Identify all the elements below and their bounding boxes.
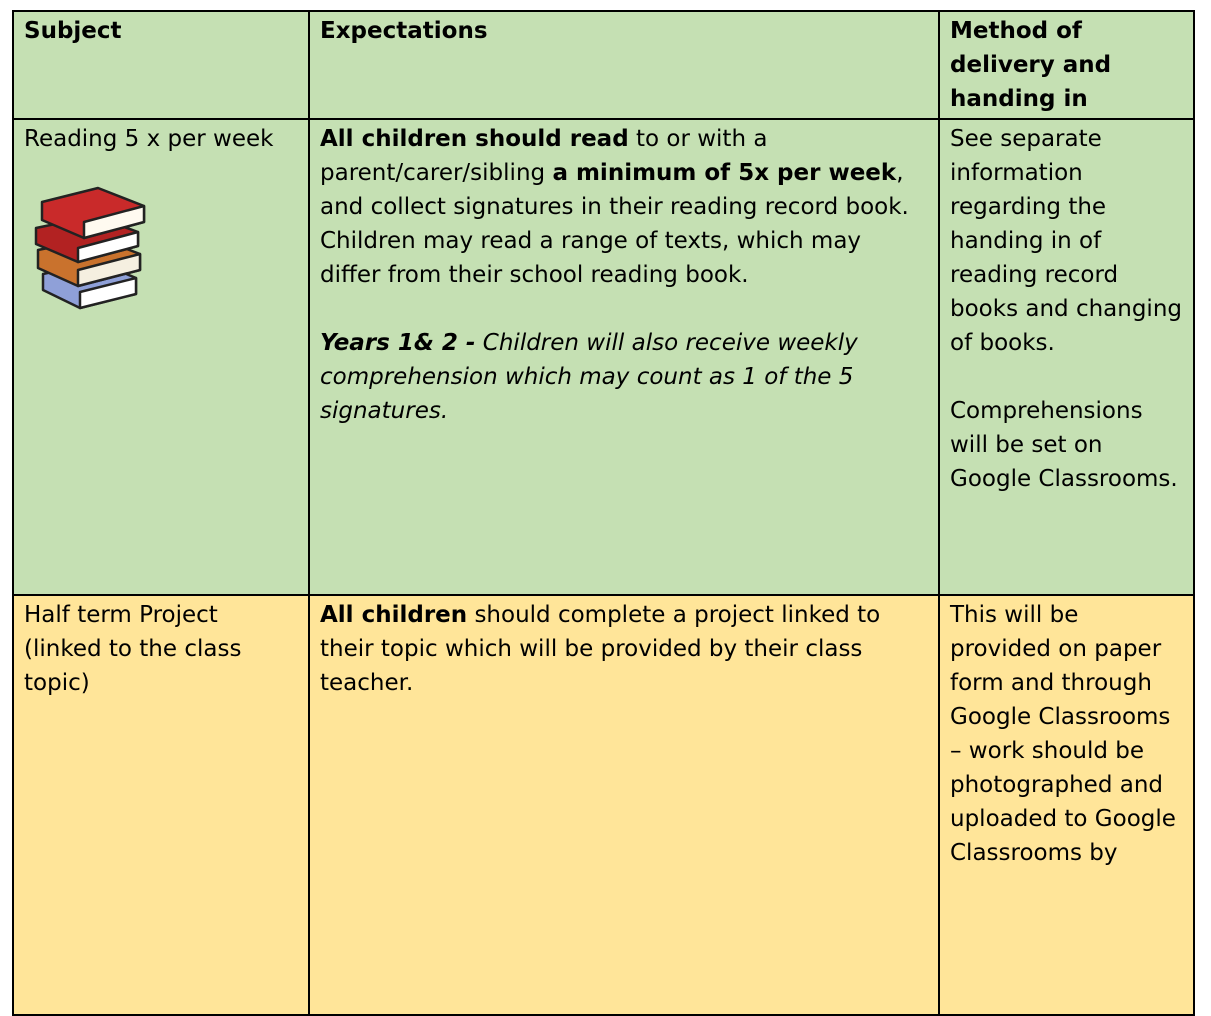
text-run: Comprehensions will be set on Google Cla… (950, 398, 1178, 492)
text-run: to or with a parent/carer/sibling (320, 126, 768, 186)
page: Subject Expectations Method of delivery … (12, 10, 1195, 1016)
table-row: Reading 5 x per week All children should… (12, 118, 1195, 596)
table-row: Half term Project (linked to the class t… (12, 594, 1195, 1016)
table-cell: Half term Project (linked to the class t… (12, 594, 310, 1016)
paragraph: Years 1& 2 - Children will also receive … (320, 326, 928, 428)
header-cell: Method of delivery and handing in (938, 10, 1195, 120)
paragraph: Reading 5 x per week (24, 122, 298, 156)
text-run: Children may read a range of texts, whic… (320, 228, 862, 288)
table-cell: Reading 5 x per week (12, 118, 310, 596)
text-run: Half term Project (linked to the class t… (24, 602, 242, 696)
table-cell: All children should read to or with a pa… (308, 118, 940, 596)
text-run: All children (320, 602, 468, 628)
header-cell: Expectations (308, 10, 940, 120)
text-run: Years 1& 2 - (320, 330, 476, 356)
paragraph: See separate information regarding the h… (950, 122, 1183, 360)
text-run: Children will also receive weekly compre… (320, 330, 858, 424)
text-run: , and collect signatures in their readin… (320, 160, 909, 220)
header-row: Subject Expectations Method of delivery … (12, 10, 1195, 120)
paragraph: Comprehensions will be set on Google Cla… (950, 394, 1183, 496)
header-cell: Subject (12, 10, 310, 120)
table-cell: See separate information regarding the h… (938, 118, 1195, 596)
homework-table: Subject Expectations Method of delivery … (12, 10, 1195, 1016)
paragraph: Half term Project (linked to the class t… (24, 598, 298, 700)
paragraph: All children should read to or with a pa… (320, 122, 928, 224)
text-run: This will be provided on paper form and … (950, 602, 1176, 866)
text-run: All children should read (320, 126, 629, 152)
text-run: Reading 5 x per week (24, 126, 274, 152)
text-run: a minimum of 5x per week (552, 160, 897, 186)
table-cell: All children should complete a project l… (308, 594, 940, 1016)
paragraph: This will be provided on paper form and … (950, 598, 1183, 870)
books-icon (34, 186, 146, 310)
table-cell: This will be provided on paper form and … (938, 594, 1195, 1016)
text-run: should complete a project linked to thei… (320, 602, 881, 696)
paragraph: Children may read a range of texts, whic… (320, 224, 928, 292)
paragraph: All children should complete a project l… (320, 598, 928, 700)
text-run: See separate information regarding the h… (950, 126, 1182, 356)
